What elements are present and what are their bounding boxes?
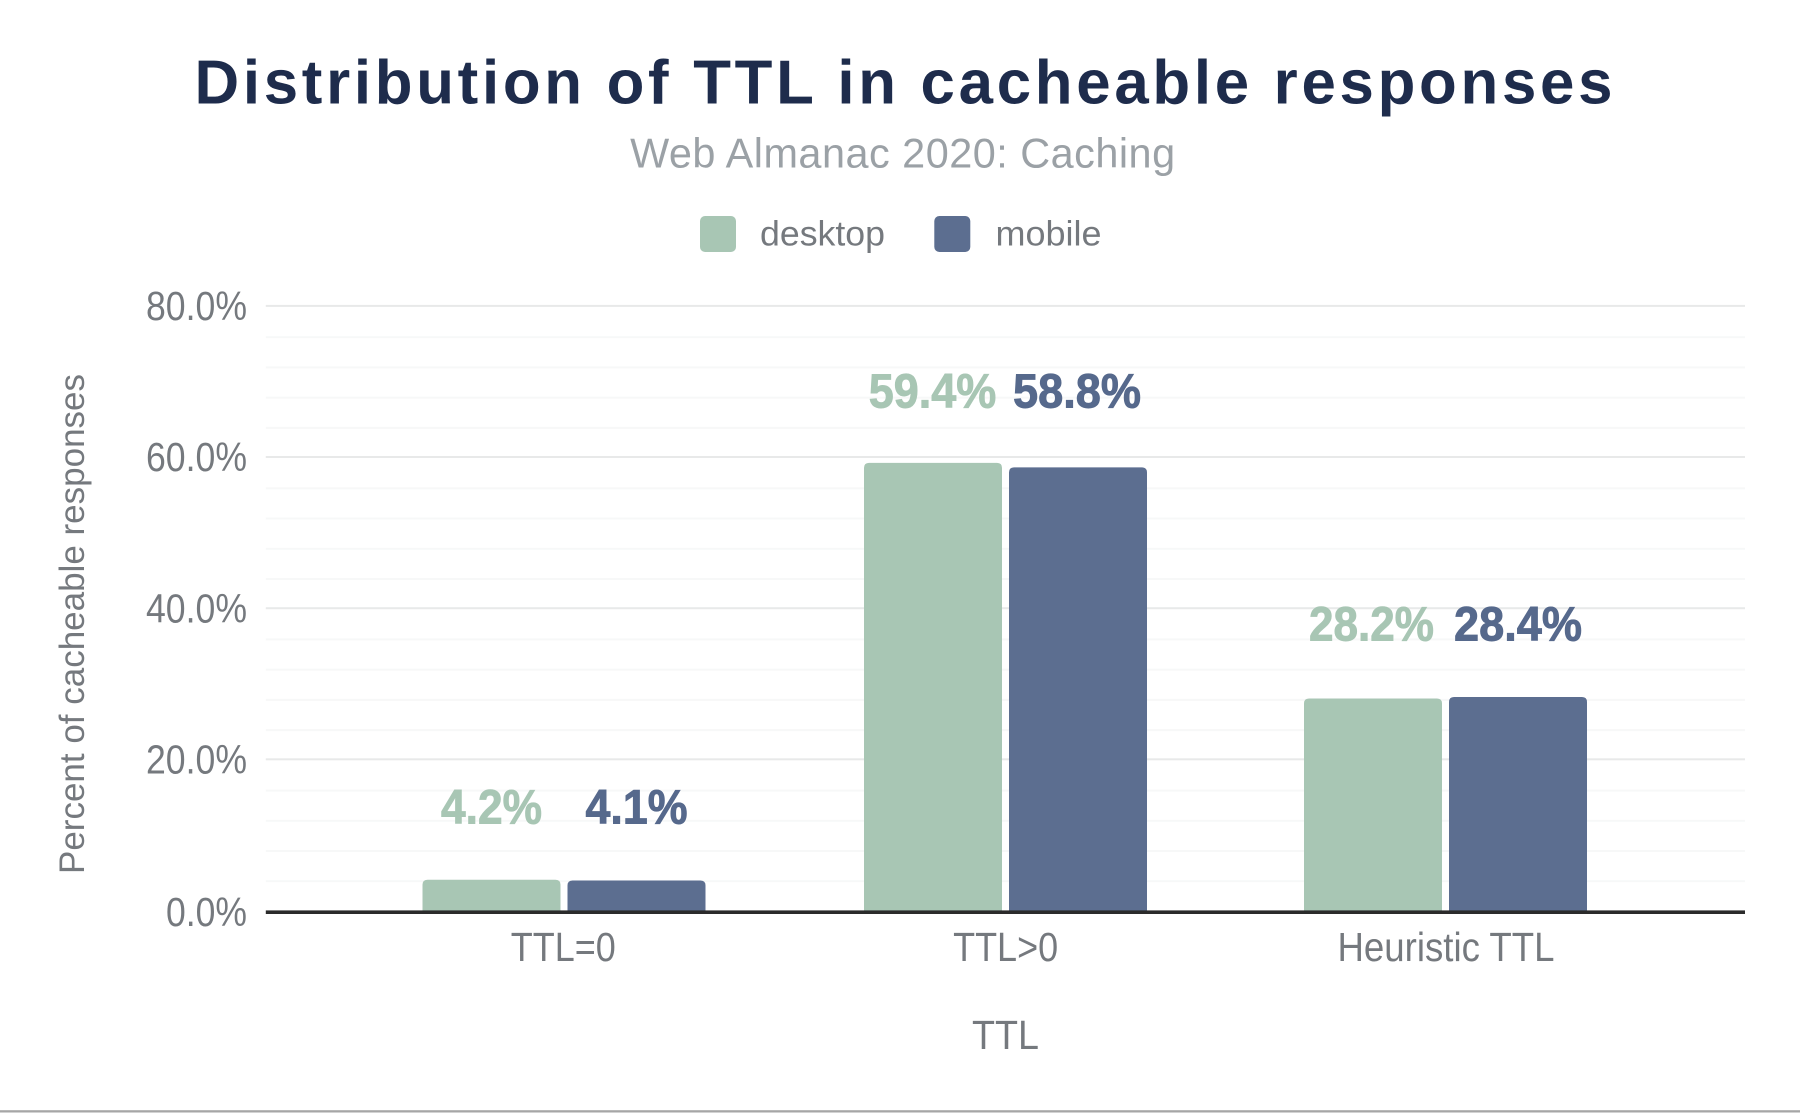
svg-text:4.2%: 4.2% [441, 781, 542, 835]
svg-text:59.4%: 59.4% [869, 365, 997, 419]
svg-text:28.4%: 28.4% [1454, 598, 1582, 652]
svg-text:desktop: desktop [760, 213, 885, 253]
svg-text:mobile: mobile [996, 213, 1102, 253]
svg-text:28.2%: 28.2% [1309, 598, 1434, 652]
svg-text:Web Almanac 2020: Caching: Web Almanac 2020: Caching [630, 131, 1175, 177]
svg-text:58.8%: 58.8% [1013, 365, 1141, 419]
svg-text:Heuristic TTL: Heuristic TTL [1338, 924, 1555, 970]
svg-text:60.0%: 60.0% [146, 434, 247, 480]
svg-text:0.0%: 0.0% [166, 889, 247, 935]
svg-text:80.0%: 80.0% [146, 283, 247, 329]
svg-text:TTL: TTL [972, 1012, 1039, 1058]
svg-text:TTL>0: TTL>0 [953, 924, 1058, 970]
svg-text:4.1%: 4.1% [586, 781, 688, 835]
svg-text:Percent of cacheable responses: Percent of cacheable responses [52, 374, 92, 874]
svg-text:20.0%: 20.0% [146, 736, 247, 782]
svg-text:TTL=0: TTL=0 [511, 924, 616, 970]
svg-text:40.0%: 40.0% [146, 585, 247, 631]
svg-text:Distribution of TTL in cacheab: Distribution of TTL in cacheable respons… [195, 48, 1613, 117]
